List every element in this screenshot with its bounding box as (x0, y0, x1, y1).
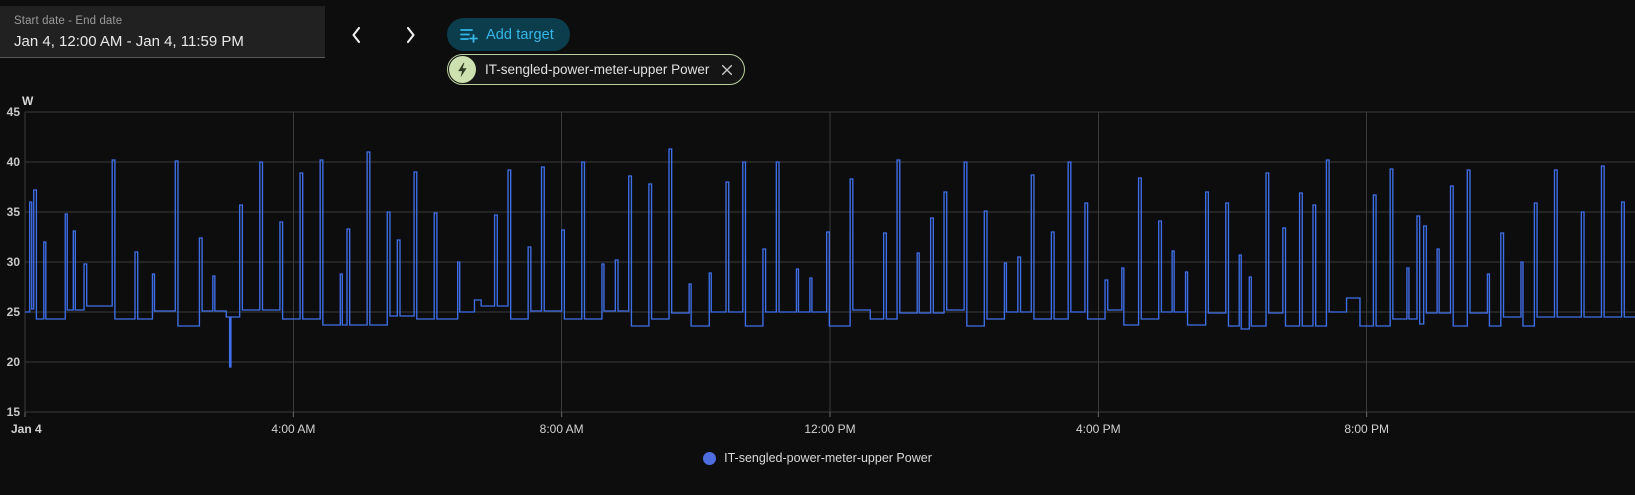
svg-text:45: 45 (7, 105, 21, 119)
svg-text:15: 15 (7, 405, 21, 419)
svg-text:40: 40 (7, 155, 21, 169)
legend-color-dot (703, 451, 717, 465)
svg-text:4:00 PM: 4:00 PM (1076, 422, 1121, 436)
date-range-label: Start date - End date (14, 15, 123, 27)
date-range-picker[interactable]: Start date - End date Jan 4, 12:00 AM - … (0, 6, 325, 58)
svg-text:8:00 PM: 8:00 PM (1344, 422, 1389, 436)
chart-container: W 45 40 35 30 25 20 15 Jan 4 4:00 AM 8:00 AM 12:00… (0, 94, 1635, 449)
target-chip[interactable]: IT-sengled-power-meter-upper Power (447, 54, 746, 85)
date-range-value: Jan 4, 12:00 AM - Jan 4, 11:59 PM (14, 33, 244, 50)
time-series-plot[interactable]: 45 40 35 30 25 20 15 Jan 4 4:00 AM 8:00 AM 12:00 P… (0, 94, 1635, 449)
svg-text:8:00 AM: 8:00 AM (540, 422, 584, 436)
add-target-button[interactable]: Add target (447, 18, 570, 51)
chevron-left-icon (351, 26, 360, 44)
svg-text:30: 30 (7, 255, 21, 269)
svg-text:25: 25 (7, 305, 21, 319)
svg-text:12:00 PM: 12:00 PM (804, 422, 855, 436)
svg-text:4:00 AM: 4:00 AM (271, 422, 315, 436)
list-plus-icon (460, 29, 478, 43)
close-icon[interactable] (719, 62, 735, 78)
chevron-right-icon (406, 26, 415, 44)
legend-label: IT-sengled-power-meter-upper Power (724, 451, 932, 465)
svg-text:35: 35 (7, 205, 21, 219)
svg-text:Jan 4: Jan 4 (11, 422, 42, 436)
chart-toolbar: Start date - End date Jan 4, 12:00 AM - … (0, 0, 1635, 94)
lightning-bolt-icon (449, 56, 476, 83)
svg-text:20: 20 (7, 355, 21, 369)
y-axis-unit-label: W (22, 94, 34, 108)
next-period-button[interactable] (395, 20, 425, 50)
chart-legend: IT-sengled-power-meter-upper Power (0, 443, 1635, 473)
target-chip-label: IT-sengled-power-meter-upper Power (485, 62, 710, 77)
previous-period-button[interactable] (341, 20, 371, 50)
add-target-label: Add target (486, 26, 554, 43)
